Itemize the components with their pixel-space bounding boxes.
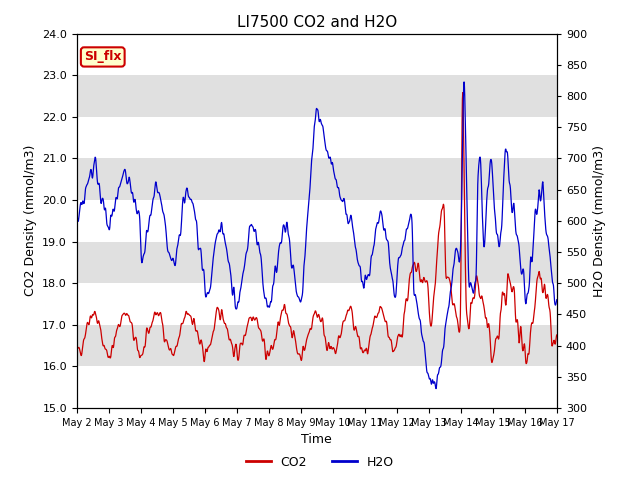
Legend: CO2, H2O: CO2, H2O <box>241 451 399 474</box>
Text: SI_flx: SI_flx <box>84 50 122 63</box>
Y-axis label: CO2 Density (mmol/m3): CO2 Density (mmol/m3) <box>24 145 36 297</box>
X-axis label: Time: Time <box>301 433 332 446</box>
Title: LI7500 CO2 and H2O: LI7500 CO2 and H2O <box>237 15 397 30</box>
Y-axis label: H2O Density (mmol/m3): H2O Density (mmol/m3) <box>593 145 605 297</box>
Bar <box>77 241 557 283</box>
Bar <box>77 325 557 366</box>
Bar <box>77 158 557 200</box>
Bar <box>77 75 557 117</box>
